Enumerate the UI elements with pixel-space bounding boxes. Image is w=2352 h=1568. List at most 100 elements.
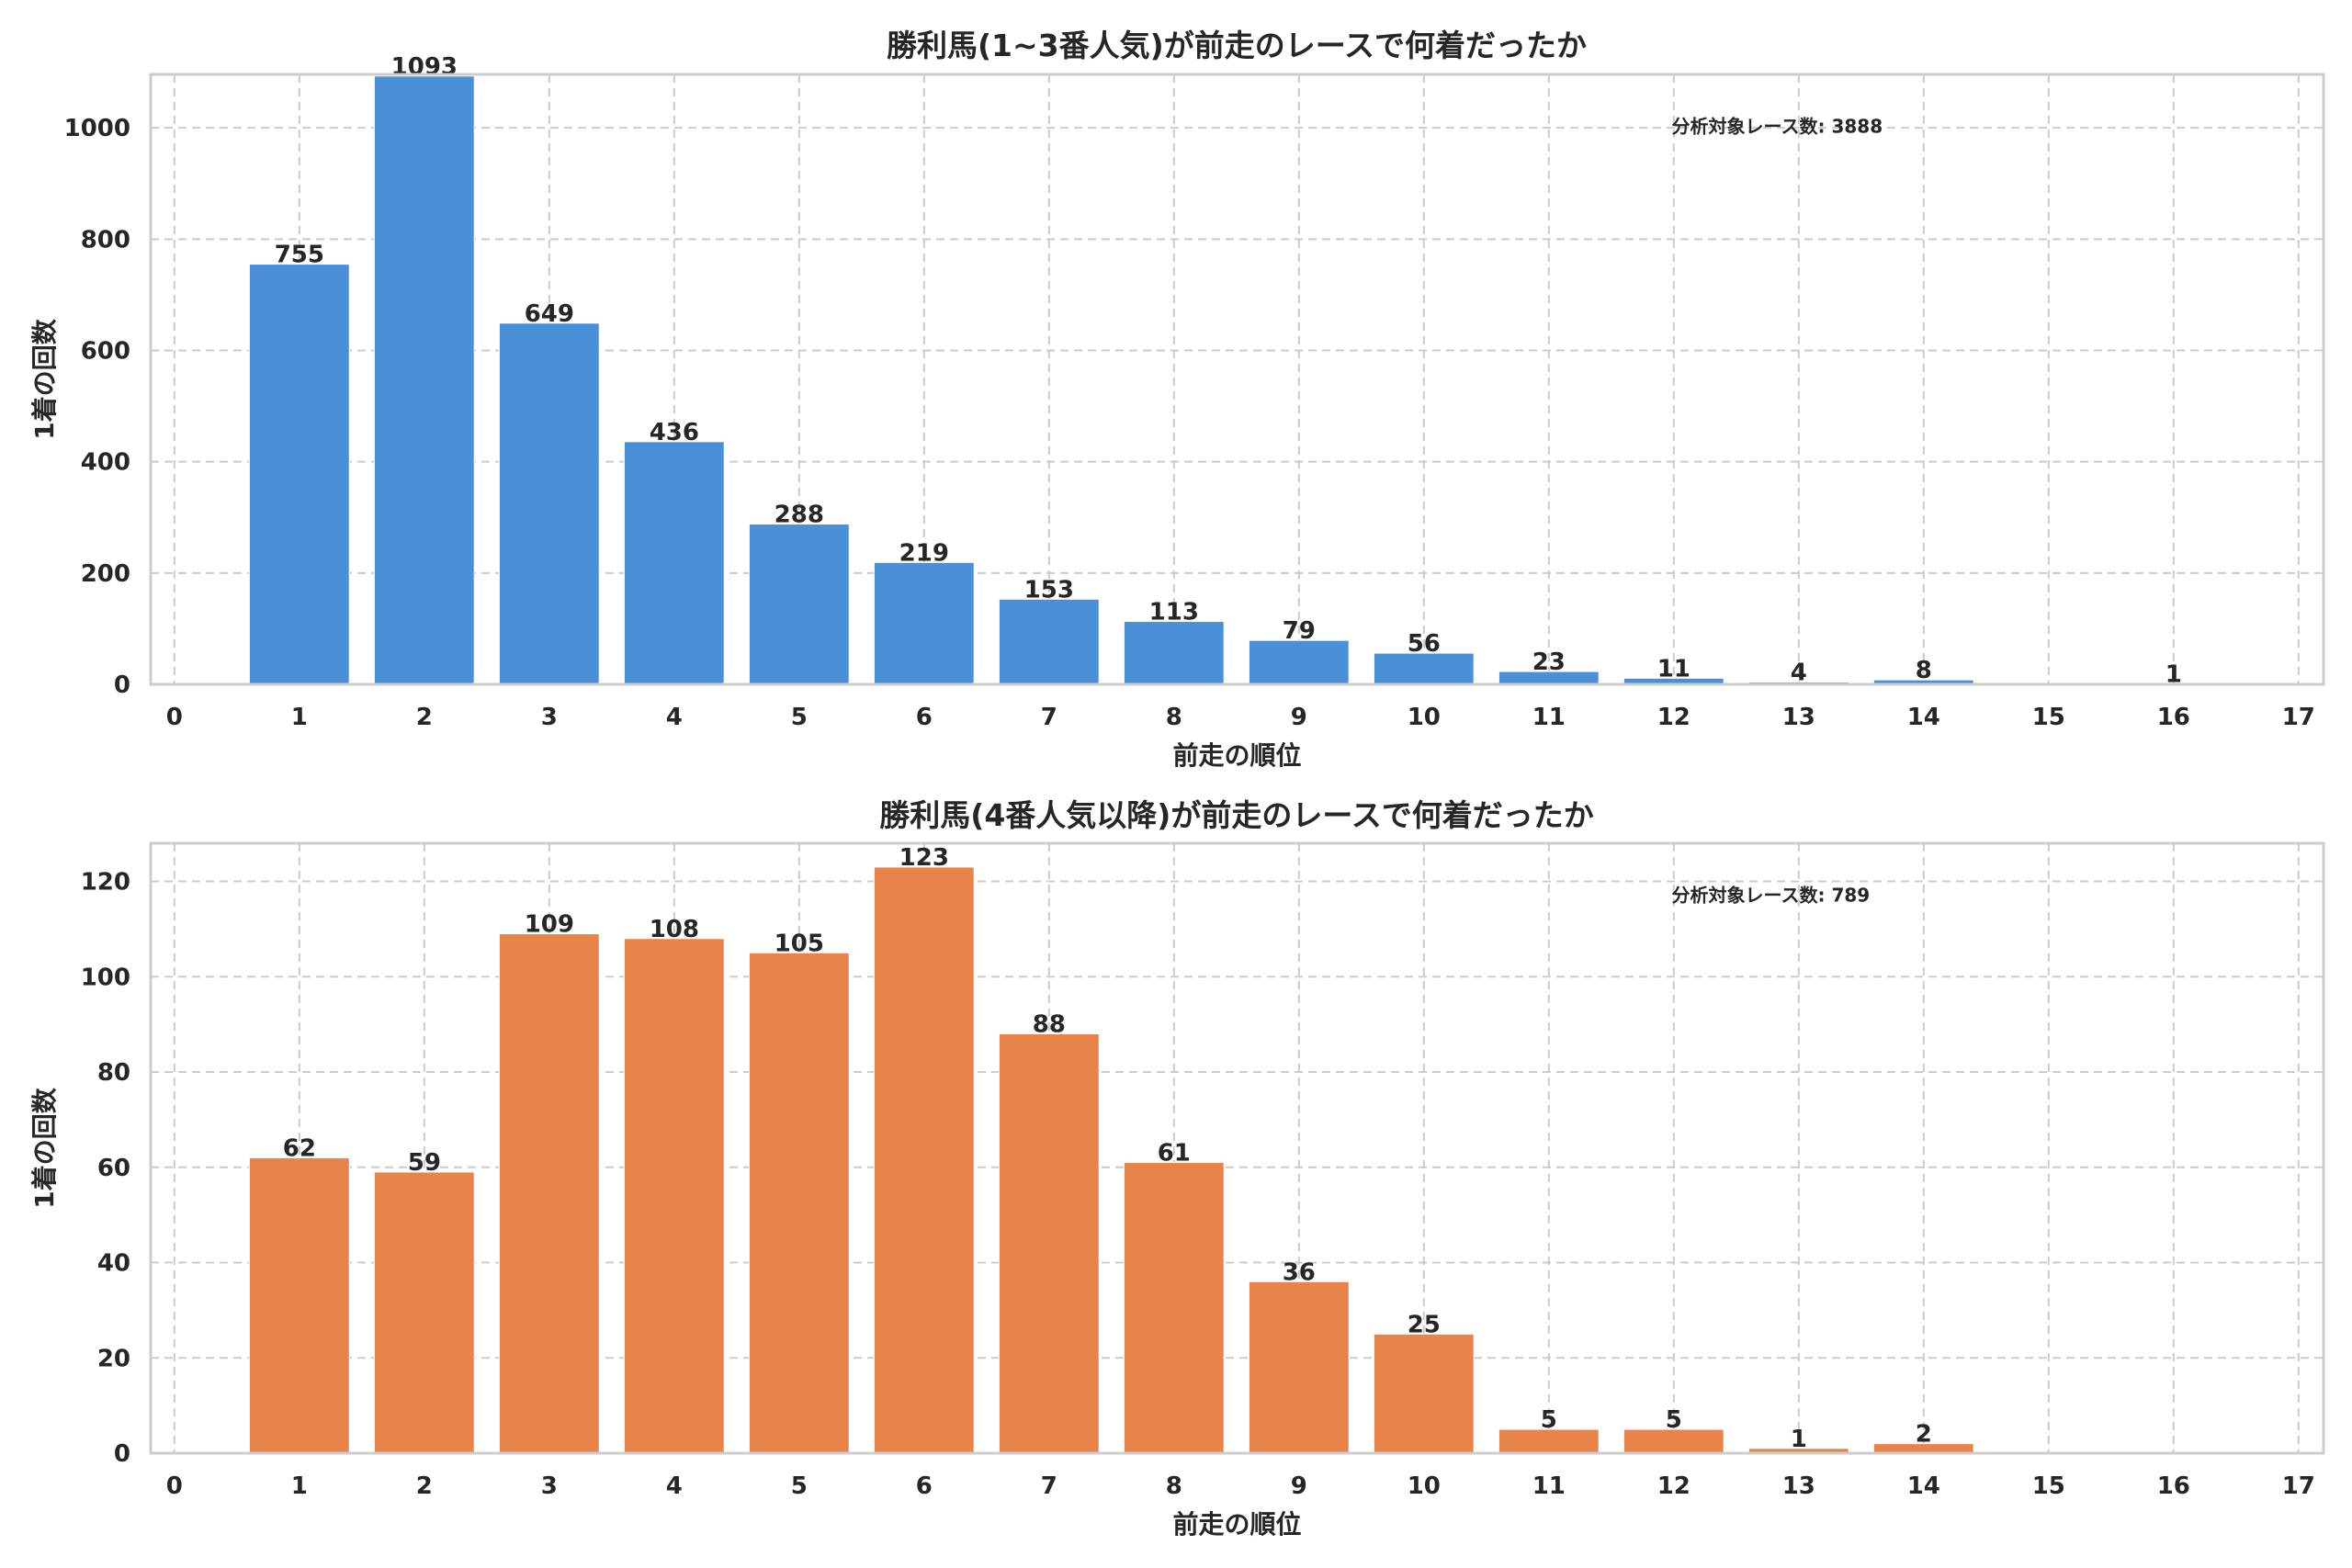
bar-value-label: 5 [1666,1406,1682,1434]
y-tick-label: 120 [81,869,130,897]
x-tick-label: 3 [541,704,558,731]
bar [498,933,600,1454]
x-tick-label: 10 [1408,704,1441,731]
x-tick-label: 5 [791,1472,808,1500]
bar [748,524,850,685]
bar [248,1156,350,1454]
x-tick-label: 13 [1782,704,1815,731]
x-tick-label: 14 [1907,704,1940,731]
bar [498,322,600,685]
x-tick-label: 9 [1291,1472,1307,1500]
bar [1373,1333,1475,1454]
x-tick-label: 7 [1041,1472,1057,1500]
bar [623,441,725,685]
bar [623,938,725,1454]
x-tick-label: 8 [1166,1472,1182,1500]
bar [1123,1162,1225,1454]
bar-value-label: 36 [1283,1258,1316,1286]
bar-value-label: 649 [525,300,574,328]
x-tick-label: 6 [916,1472,933,1500]
bar-value-label: 59 [408,1149,441,1177]
bar-value-label: 436 [650,419,699,446]
x-tick-label: 1 [291,1472,308,1500]
bar-value-label: 1 [1791,1426,1807,1453]
bar-value-label: 105 [775,930,824,957]
chart-title: 勝利馬(1~3番人気)が前走のレースで何着だったか [887,28,1587,63]
x-tick-label: 2 [416,1472,433,1500]
x-tick-label: 14 [1907,1472,1940,1500]
x-tick-label: 8 [1166,704,1182,731]
bar-value-label: 755 [275,242,324,269]
bar-value-label: 23 [1532,649,1566,676]
bar-value-label: 108 [650,916,699,943]
x-tick-label: 5 [791,704,808,731]
x-tick-label: 15 [2032,704,2065,731]
bar-value-label: 2 [1916,1421,1932,1449]
x-tick-label: 1 [291,704,308,731]
bar-value-label: 109 [525,911,574,939]
x-axis-label: 前走の順位 [1172,740,1301,771]
x-tick-label: 11 [1532,1472,1566,1500]
x-tick-label: 3 [541,1472,558,1500]
bar [873,561,975,685]
race-count-annotation: 分析対象レース数: 789 [1672,884,1871,906]
x-tick-label: 13 [1782,1472,1815,1500]
y-axis-label: 1着の回数 [29,318,60,439]
x-tick-label: 15 [2032,1472,2065,1500]
x-tick-label: 16 [2157,1472,2190,1500]
x-tick-label: 11 [1532,704,1566,731]
bar [1248,1280,1350,1454]
chart-top: 勝利馬(1~3番人気)が前走のレースで何着だったか 75510936494362… [29,28,2325,771]
x-tick-label: 16 [2157,704,2190,731]
bar-value-label: 62 [283,1134,316,1162]
y-tick-label: 80 [97,1059,130,1087]
y-tick-label: 40 [97,1250,130,1278]
x-tick-label: 4 [666,1472,683,1500]
bar [873,866,975,1454]
y-tick-label: 400 [81,449,130,477]
y-tick-label: 100 [81,964,130,991]
y-tick-label: 600 [81,337,130,365]
bar-value-label: 113 [1149,599,1199,626]
bar-value-label: 8 [1916,657,1932,684]
chart-title: 勝利馬(4番人気以降)が前走のレースで何着だったか [879,797,1593,833]
y-tick-label: 20 [97,1345,130,1372]
x-tick-label: 17 [2282,704,2315,731]
y-tick-label: 1000 [64,115,130,142]
bar-value-label: 5 [1541,1406,1557,1434]
bar [998,1033,1100,1454]
bar-value-label: 79 [1283,617,1316,645]
race-count-annotation: 分析対象レース数: 3888 [1672,115,1883,137]
y-tick-label: 200 [81,560,130,588]
plot-frame [149,73,2325,686]
x-tick-label: 9 [1291,704,1307,731]
bar-value-label: 56 [1408,630,1441,658]
bar [373,1171,475,1454]
y-tick-label: 60 [97,1155,130,1182]
bar-value-label: 25 [1408,1311,1441,1338]
bar-value-label: 1093 [391,53,458,81]
x-tick-label: 10 [1408,1472,1441,1500]
x-tick-label: 0 [166,1472,183,1500]
bar [1248,639,1350,685]
bar-value-label: 4 [1791,660,1807,687]
x-tick-label: 0 [166,704,183,731]
bar [1373,652,1475,685]
y-tick-label: 800 [81,226,130,254]
x-tick-label: 12 [1657,704,1690,731]
bar-value-label: 61 [1158,1140,1191,1168]
y-axis-label: 1着の回数 [29,1087,60,1208]
bar [748,952,850,1454]
x-tick-label: 17 [2282,1472,2315,1500]
x-tick-label: 4 [666,704,683,731]
x-tick-label: 12 [1657,1472,1690,1500]
x-tick-label: 7 [1041,704,1057,731]
bar [248,264,350,685]
x-axis-label: 前走の順位 [1172,1509,1301,1540]
x-tick-label: 2 [416,704,433,731]
bar-value-label: 219 [899,539,949,567]
y-tick-label: 0 [114,671,130,699]
bar-value-label: 1 [2165,660,2182,688]
bar [1623,1428,1724,1454]
